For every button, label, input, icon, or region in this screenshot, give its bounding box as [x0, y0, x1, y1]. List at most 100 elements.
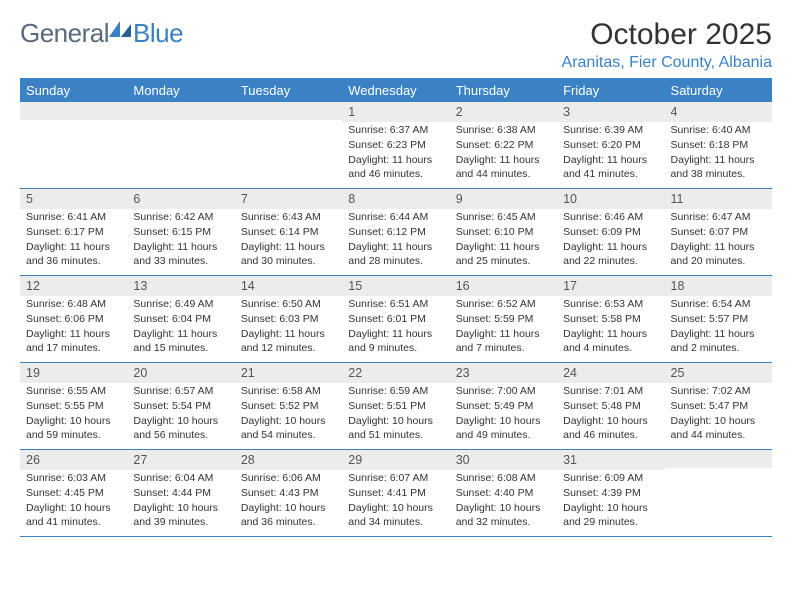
day-cell: 9Sunrise: 6:45 AMSunset: 6:10 PMDaylight… [450, 189, 557, 275]
day-details [235, 120, 342, 126]
day-detail-line: and 33 minutes. [133, 255, 228, 269]
day-number: 8 [342, 189, 449, 209]
day-detail-line: Daylight: 10 hours [348, 415, 443, 429]
day-cell [665, 450, 772, 536]
day-detail-line: Sunset: 5:54 PM [133, 400, 228, 414]
week-row: 1Sunrise: 6:37 AMSunset: 6:23 PMDaylight… [20, 102, 772, 189]
day-cell: 8Sunrise: 6:44 AMSunset: 6:12 PMDaylight… [342, 189, 449, 275]
day-details: Sunrise: 7:01 AMSunset: 5:48 PMDaylight:… [557, 383, 664, 448]
day-detail-line: Daylight: 10 hours [133, 415, 228, 429]
day-cell: 20Sunrise: 6:57 AMSunset: 5:54 PMDayligh… [127, 363, 234, 449]
day-detail-line: and 51 minutes. [348, 429, 443, 443]
day-details: Sunrise: 6:44 AMSunset: 6:12 PMDaylight:… [342, 209, 449, 274]
day-detail-line: Sunrise: 6:41 AM [26, 211, 121, 225]
week-row: 5Sunrise: 6:41 AMSunset: 6:17 PMDaylight… [20, 189, 772, 276]
day-detail-line: and 44 minutes. [456, 168, 551, 182]
day-details: Sunrise: 6:47 AMSunset: 6:07 PMDaylight:… [665, 209, 772, 274]
day-number: 17 [557, 276, 664, 296]
day-number: 31 [557, 450, 664, 470]
day-detail-line: Daylight: 10 hours [26, 415, 121, 429]
day-cell: 15Sunrise: 6:51 AMSunset: 6:01 PMDayligh… [342, 276, 449, 362]
day-detail-line: and 22 minutes. [563, 255, 658, 269]
day-cell: 1Sunrise: 6:37 AMSunset: 6:23 PMDaylight… [342, 102, 449, 188]
day-number: 21 [235, 363, 342, 383]
day-detail-line: Daylight: 10 hours [241, 415, 336, 429]
day-number: 3 [557, 102, 664, 122]
week-row: 12Sunrise: 6:48 AMSunset: 6:06 PMDayligh… [20, 276, 772, 363]
day-detail-line: Sunset: 4:39 PM [563, 487, 658, 501]
day-detail-line: Daylight: 11 hours [133, 328, 228, 342]
day-detail-line: Daylight: 11 hours [563, 328, 658, 342]
day-detail-line: Sunrise: 6:09 AM [563, 472, 658, 486]
day-detail-line: and 29 minutes. [563, 516, 658, 530]
day-number: 13 [127, 276, 234, 296]
day-detail-line: Daylight: 11 hours [26, 328, 121, 342]
day-number: 22 [342, 363, 449, 383]
day-detail-line: Sunset: 6:14 PM [241, 226, 336, 240]
day-detail-line: and 20 minutes. [671, 255, 766, 269]
logo: General Blue [20, 18, 183, 49]
day-cell: 27Sunrise: 6:04 AMSunset: 4:44 PMDayligh… [127, 450, 234, 536]
day-detail-line: Sunset: 4:44 PM [133, 487, 228, 501]
day-cell: 7Sunrise: 6:43 AMSunset: 6:14 PMDaylight… [235, 189, 342, 275]
day-details: Sunrise: 6:38 AMSunset: 6:22 PMDaylight:… [450, 122, 557, 187]
day-detail-line: and 54 minutes. [241, 429, 336, 443]
day-detail-line: Sunrise: 6:07 AM [348, 472, 443, 486]
day-detail-line: Daylight: 10 hours [563, 502, 658, 516]
day-number: 18 [665, 276, 772, 296]
day-details: Sunrise: 6:06 AMSunset: 4:43 PMDaylight:… [235, 470, 342, 535]
day-detail-line: and 56 minutes. [133, 429, 228, 443]
day-number [235, 102, 342, 120]
day-details: Sunrise: 6:58 AMSunset: 5:52 PMDaylight:… [235, 383, 342, 448]
day-detail-line: Sunrise: 6:48 AM [26, 298, 121, 312]
day-header: Wednesday [342, 80, 449, 102]
day-detail-line: Sunrise: 6:51 AM [348, 298, 443, 312]
day-number: 10 [557, 189, 664, 209]
day-detail-line: Sunrise: 6:42 AM [133, 211, 228, 225]
day-detail-line: Sunrise: 6:39 AM [563, 124, 658, 138]
logo-text-1: General [20, 18, 109, 49]
day-number: 15 [342, 276, 449, 296]
day-cell: 25Sunrise: 7:02 AMSunset: 5:47 PMDayligh… [665, 363, 772, 449]
day-number: 23 [450, 363, 557, 383]
day-detail-line: Daylight: 11 hours [671, 154, 766, 168]
day-detail-line: and 15 minutes. [133, 342, 228, 356]
day-number: 29 [342, 450, 449, 470]
day-detail-line: Daylight: 11 hours [348, 154, 443, 168]
day-number [127, 102, 234, 120]
day-cell [20, 102, 127, 188]
day-header-row: SundayMondayTuesdayWednesdayThursdayFrid… [20, 80, 772, 102]
day-details: Sunrise: 6:43 AMSunset: 6:14 PMDaylight:… [235, 209, 342, 274]
day-detail-line: Sunset: 6:18 PM [671, 139, 766, 153]
day-detail-line: Sunrise: 6:38 AM [456, 124, 551, 138]
day-detail-line: Sunset: 6:17 PM [26, 226, 121, 240]
day-detail-line: Daylight: 10 hours [348, 502, 443, 516]
day-detail-line: Sunrise: 7:01 AM [563, 385, 658, 399]
day-detail-line: Sunset: 6:10 PM [456, 226, 551, 240]
day-detail-line: Sunset: 5:52 PM [241, 400, 336, 414]
day-details: Sunrise: 6:39 AMSunset: 6:20 PMDaylight:… [557, 122, 664, 187]
day-detail-line: Sunrise: 6:54 AM [671, 298, 766, 312]
day-detail-line: Daylight: 11 hours [671, 328, 766, 342]
day-detail-line: Daylight: 10 hours [26, 502, 121, 516]
day-detail-line: Daylight: 11 hours [563, 241, 658, 255]
day-detail-line: and 17 minutes. [26, 342, 121, 356]
day-detail-line: Daylight: 11 hours [241, 241, 336, 255]
day-cell: 24Sunrise: 7:01 AMSunset: 5:48 PMDayligh… [557, 363, 664, 449]
day-details: Sunrise: 6:41 AMSunset: 6:17 PMDaylight:… [20, 209, 127, 274]
day-details: Sunrise: 6:45 AMSunset: 6:10 PMDaylight:… [450, 209, 557, 274]
day-detail-line: Sunrise: 6:03 AM [26, 472, 121, 486]
day-detail-line: Sunrise: 7:02 AM [671, 385, 766, 399]
day-number: 24 [557, 363, 664, 383]
day-detail-line: Sunrise: 6:40 AM [671, 124, 766, 138]
day-number: 16 [450, 276, 557, 296]
day-details: Sunrise: 6:37 AMSunset: 6:23 PMDaylight:… [342, 122, 449, 187]
day-detail-line: Sunrise: 6:52 AM [456, 298, 551, 312]
day-detail-line: Sunrise: 6:55 AM [26, 385, 121, 399]
day-cell: 14Sunrise: 6:50 AMSunset: 6:03 PMDayligh… [235, 276, 342, 362]
day-detail-line: Sunrise: 6:06 AM [241, 472, 336, 486]
day-details: Sunrise: 6:49 AMSunset: 6:04 PMDaylight:… [127, 296, 234, 361]
day-header: Thursday [450, 80, 557, 102]
logo-sail-icon [109, 21, 131, 37]
calendar: SundayMondayTuesdayWednesdayThursdayFrid… [20, 78, 772, 537]
